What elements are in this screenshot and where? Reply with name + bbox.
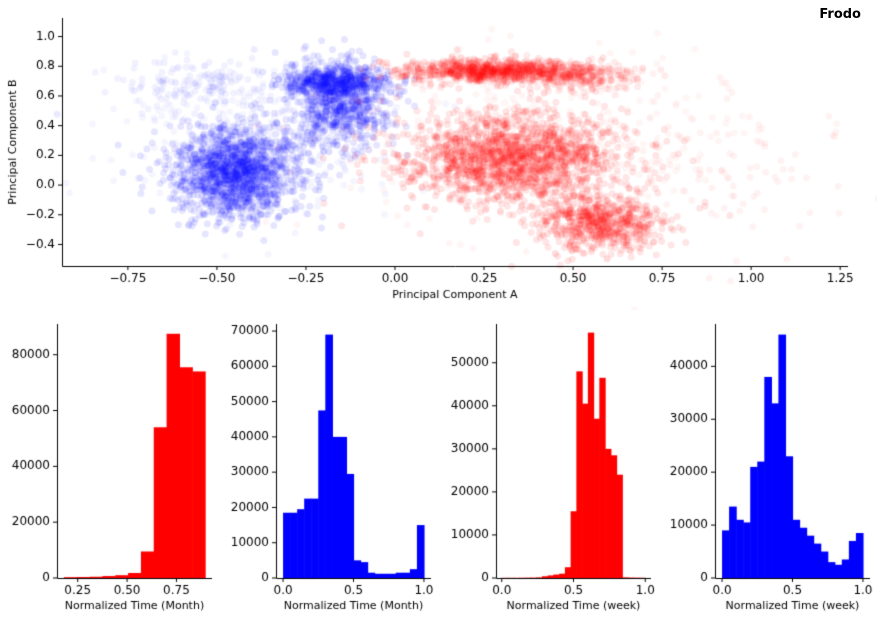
histogram-normalized-time-week-red (438, 310, 658, 626)
histogram-normalized-time-week-blue (657, 310, 877, 626)
scatter-plot-principal-components (0, 0, 877, 310)
histogram-normalized-time-month-red (0, 310, 219, 626)
figure-title: Frodo (819, 7, 861, 22)
histogram-row (0, 310, 877, 626)
histogram-normalized-time-month-blue (219, 310, 439, 626)
